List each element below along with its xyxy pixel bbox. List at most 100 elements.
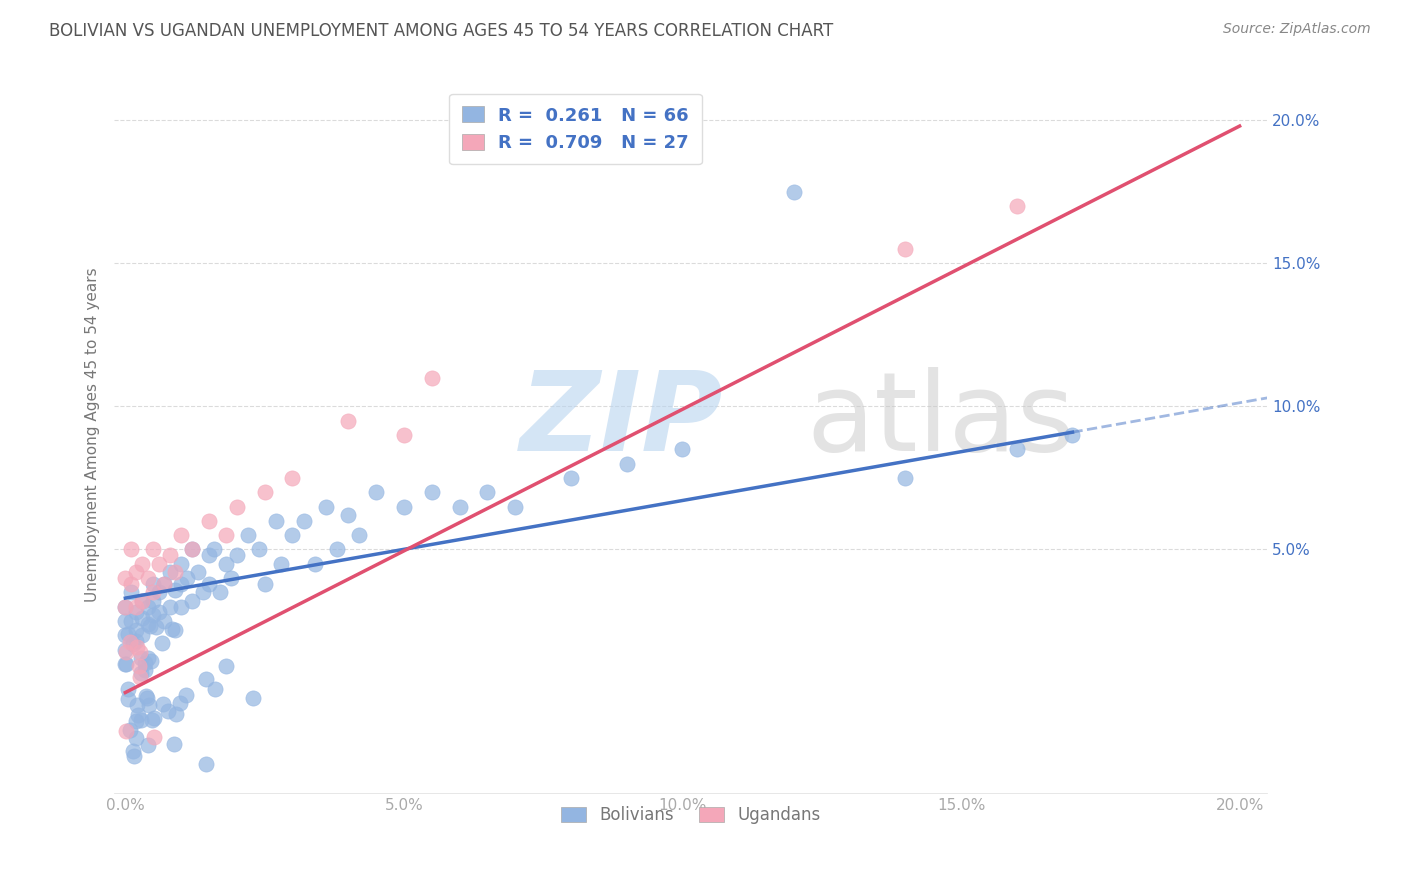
Point [131,628,153,642]
Point [225,548,247,562]
Point [131,611,153,625]
Point [270,557,292,571]
Point [120,723,142,738]
Point [129,645,152,659]
Point [219,571,242,585]
Point [117,692,139,706]
Point [169,696,191,710]
Point [122,637,145,651]
Point [142,576,165,591]
Point [198,576,221,591]
Point [671,442,693,457]
Point [163,738,186,752]
Point [281,471,304,485]
Point [304,557,326,571]
Point [236,528,259,542]
Point [198,514,221,528]
Point [505,500,527,514]
Point [142,608,165,623]
Point [170,528,193,542]
Point [153,614,176,628]
Point [122,749,145,764]
Point [242,691,264,706]
Point [165,623,187,637]
Point [120,542,142,557]
Point [420,485,443,500]
Point [247,542,270,557]
Point [159,599,181,614]
Point [114,723,136,738]
Text: Source: ZipAtlas.com: Source: ZipAtlas.com [1223,22,1371,37]
Point [141,713,163,727]
Point [157,704,180,718]
Point [114,599,136,614]
Point [118,635,141,649]
Point [170,576,193,591]
Point [315,500,337,514]
Point [114,657,136,671]
Point [292,514,315,528]
Point [392,500,415,514]
Point [131,594,153,608]
Point [125,566,148,580]
Point [148,585,170,599]
Point [165,582,187,597]
Point [181,594,204,608]
Point [136,616,159,631]
Point [114,628,136,642]
Point [392,428,415,442]
Point [115,657,138,672]
Point [364,485,387,500]
Point [337,414,360,428]
Point [114,645,136,659]
Point [131,594,153,608]
Point [135,690,157,704]
Point [214,659,236,673]
Point [194,756,217,771]
Point [138,698,160,712]
Point [125,599,148,614]
Point [326,542,349,557]
Point [170,557,193,571]
Point [160,622,183,636]
Point [159,566,181,580]
Point [139,619,162,633]
Point [136,599,159,614]
Point [264,514,287,528]
Point [253,485,276,500]
Point [148,557,170,571]
Point [204,681,226,696]
Point [120,576,142,591]
Point [125,623,148,637]
Point [120,614,142,628]
Point [145,620,167,634]
Point [142,542,165,557]
Point [783,185,806,199]
Point [159,548,181,562]
Point [616,457,638,471]
Point [127,707,149,722]
Point [142,594,165,608]
Point [152,697,174,711]
Point [125,731,148,746]
Text: ZIP: ZIP [520,368,723,475]
Point [128,659,150,673]
Point [194,673,217,687]
Point [181,542,204,557]
Point [131,666,153,681]
Text: atlas: atlas [806,368,1074,475]
Point [209,585,232,599]
Point [281,528,304,542]
Point [114,571,136,585]
Text: BOLIVIAN VS UGANDAN UNEMPLOYMENT AMONG AGES 45 TO 54 YEARS CORRELATION CHART: BOLIVIAN VS UGANDAN UNEMPLOYMENT AMONG A… [49,22,834,40]
Point [165,566,187,580]
Point [117,682,139,697]
Point [129,651,152,665]
Point [117,627,139,641]
Point [120,585,142,599]
Point [1005,199,1028,213]
Point [138,651,160,665]
Point [181,542,204,557]
Point [125,714,148,728]
Point [134,663,156,677]
